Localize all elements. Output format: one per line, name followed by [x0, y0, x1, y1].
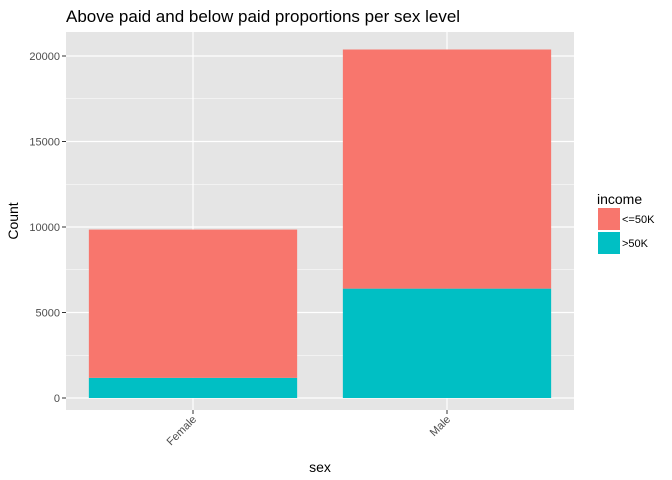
- bar-male-le50k: [342, 49, 552, 289]
- y-axis-ticks: 0 5000 10000 15000 20000: [29, 51, 66, 405]
- chart-title: Above paid and below paid proportions pe…: [66, 7, 460, 26]
- y-tick-label: 5000: [36, 308, 60, 320]
- legend: income <=50K >50K: [597, 191, 655, 254]
- y-tick-label: 10000: [29, 222, 60, 234]
- bar-female-le50k: [88, 229, 298, 378]
- x-axis-ticks: Female Male: [165, 410, 453, 448]
- bar-male-gt50k: [342, 288, 552, 398]
- x-tick-label: Female: [165, 414, 199, 448]
- x-tick-label: Male: [428, 414, 453, 439]
- legend-label: <=50K: [622, 214, 655, 226]
- y-axis-title: Count: [5, 202, 21, 239]
- legend-swatch: [598, 232, 620, 254]
- x-axis-title: sex: [309, 459, 331, 475]
- legend-title: income: [597, 191, 642, 207]
- y-tick-label: 20000: [29, 51, 60, 63]
- legend-label: >50K: [622, 238, 649, 250]
- y-tick-label: 15000: [29, 137, 60, 149]
- bar-female-gt50k: [88, 377, 298, 398]
- y-tick-label: 0: [54, 393, 60, 405]
- legend-swatch: [598, 208, 620, 230]
- bars: [88, 49, 552, 398]
